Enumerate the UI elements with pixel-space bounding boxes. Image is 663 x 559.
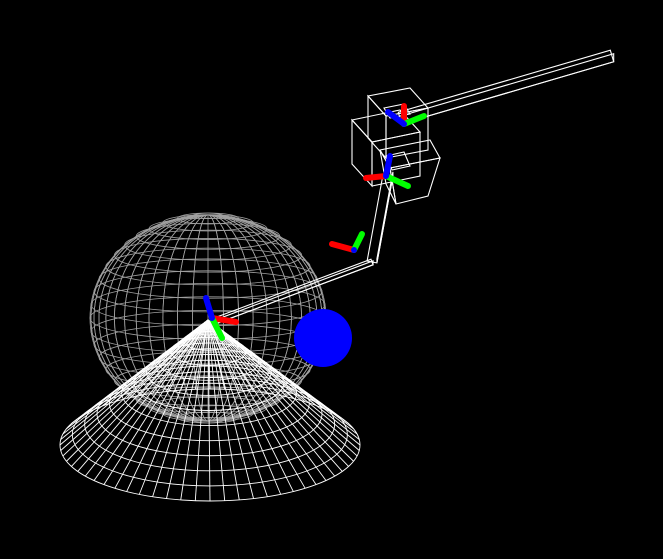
- cone-ring: [84, 377, 336, 472]
- wrist-box-face: [351, 118, 373, 188]
- frame-z-axis: [383, 153, 393, 179]
- cone-ring: [145, 348, 272, 396]
- cone-ring: [71, 382, 348, 487]
- frame-y-axis: [383, 173, 411, 189]
- frame-x-axis: [209, 315, 239, 325]
- frame-x-axis: [329, 241, 357, 253]
- wrist-box-face: [367, 94, 387, 160]
- cone-ring: [121, 359, 298, 427]
- end-effector-bar-top: [401, 53, 615, 125]
- robot-arm-links: [210, 49, 615, 326]
- frame-z-axis: [203, 295, 215, 321]
- wrist-joint-frame-2: [385, 103, 427, 127]
- joint-frames: [203, 103, 427, 341]
- elbow-joint-frame: [329, 231, 365, 253]
- frame-z-axis: [385, 109, 407, 127]
- base-cone-wireframe: [59, 319, 361, 502]
- target-sphere[interactable]: [294, 309, 352, 367]
- base-joint-frame: [203, 295, 239, 341]
- arm-link-1-top: [212, 260, 374, 326]
- cone-ring: [170, 336, 247, 366]
- frame-x-axis: [363, 173, 389, 181]
- wrist-joint-frame-1: [363, 153, 411, 189]
- cone-ring: [96, 371, 323, 457]
- arm-link-2-top: [376, 171, 394, 264]
- frame-y-axis: [209, 315, 225, 341]
- cone-ring: [59, 388, 361, 502]
- end-effector-bar: [397, 49, 615, 125]
- frame-y-axis: [401, 113, 427, 127]
- arm-link-2: [366, 173, 394, 264]
